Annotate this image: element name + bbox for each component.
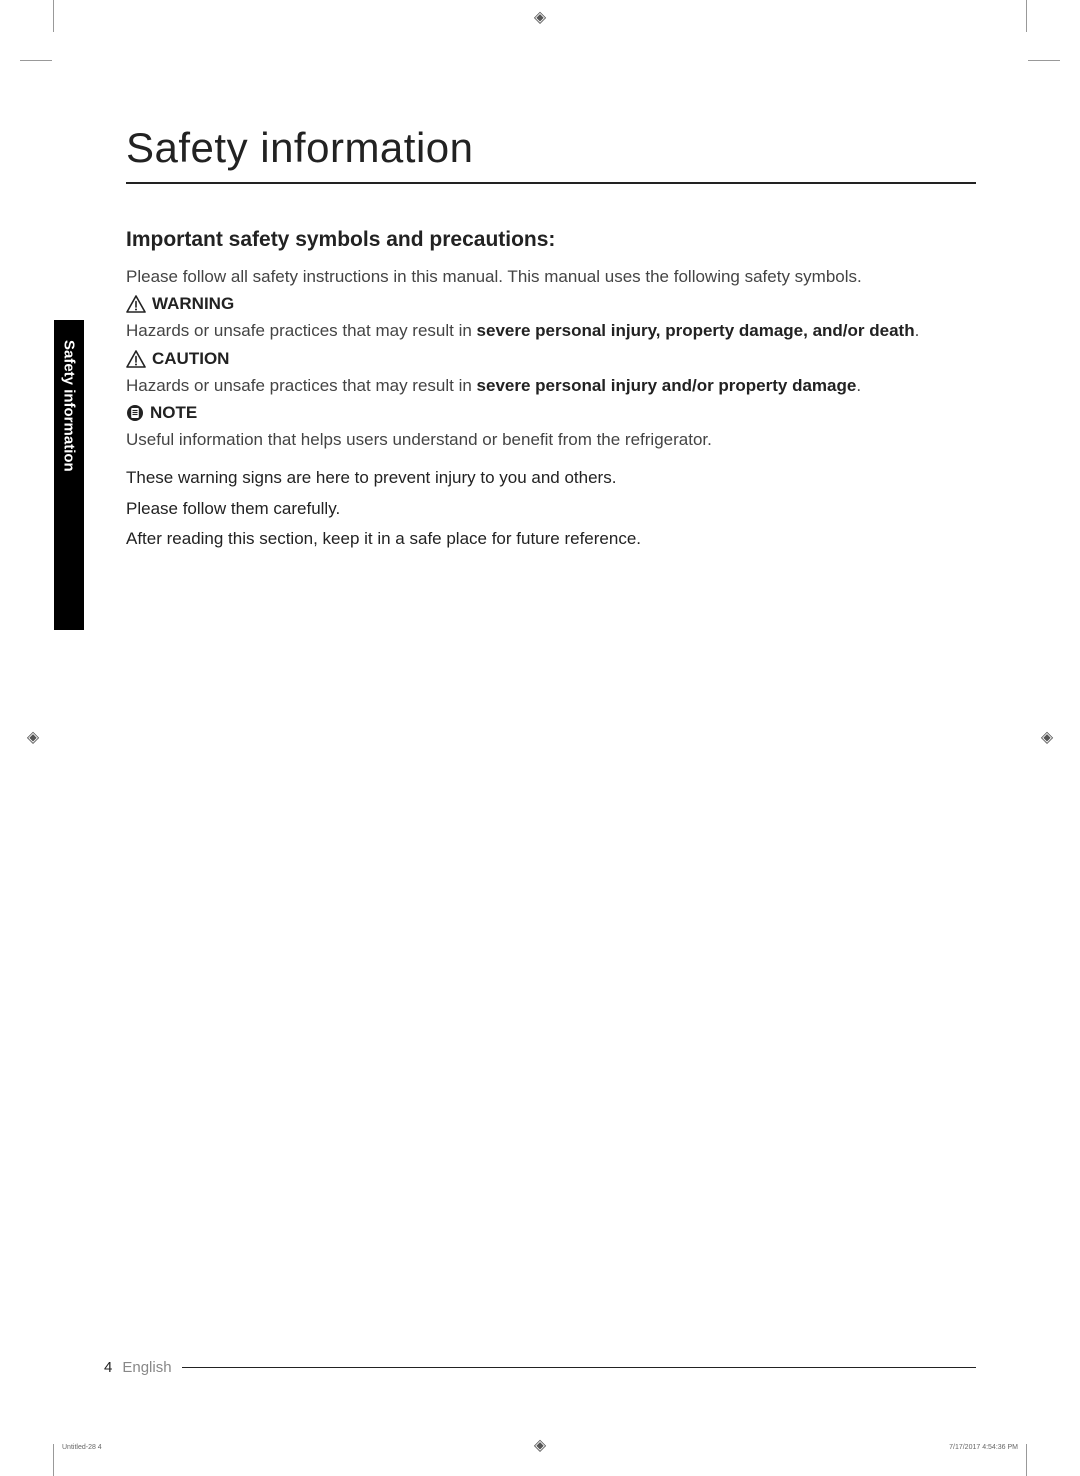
page-footer: 4 English xyxy=(104,1359,976,1376)
title-divider xyxy=(126,182,976,184)
footer-language: English xyxy=(122,1359,171,1376)
page-area: Safety information Safety information Im… xyxy=(54,62,1026,1414)
warning-text-suffix: . xyxy=(915,321,920,340)
closing-line-2: Please follow them carefully. xyxy=(126,496,976,522)
caution-text-suffix: . xyxy=(856,376,861,395)
caution-text: Hazards or unsafe practices that may res… xyxy=(126,373,976,399)
caution-label: CAUTION xyxy=(152,349,229,369)
closing-line-1: These warning signs are here to prevent … xyxy=(126,465,976,491)
warning-icon xyxy=(126,295,146,313)
print-meta-left: Untitled-28 4 xyxy=(62,1444,102,1451)
crop-mark xyxy=(53,1444,54,1476)
crop-mark xyxy=(53,0,54,32)
sidebar-label: Safety information xyxy=(61,340,78,472)
warning-label: WARNING xyxy=(152,294,234,314)
page-number: 4 xyxy=(104,1359,112,1376)
crop-mark xyxy=(1028,60,1060,61)
section-heading: Important safety symbols and precautions… xyxy=(126,228,976,252)
registration-mark-icon: ◈ xyxy=(1039,730,1055,746)
warning-text-prefix: Hazards or unsafe practices that may res… xyxy=(126,321,477,340)
registration-mark-icon: ◈ xyxy=(25,730,41,746)
note-heading: NOTE xyxy=(126,403,976,423)
intro-text: Please follow all safety instructions in… xyxy=(126,264,976,290)
caution-icon xyxy=(126,350,146,368)
warning-text: Hazards or unsafe practices that may res… xyxy=(126,318,976,344)
closing-line-3: After reading this section, keep it in a… xyxy=(126,526,976,552)
caution-text-bold: severe personal injury and/or property d… xyxy=(477,376,857,395)
caution-heading: CAUTION xyxy=(126,349,976,369)
crop-mark xyxy=(20,60,52,61)
page-title: Safety information xyxy=(126,124,976,172)
warning-text-bold: severe personal injury, property damage,… xyxy=(477,321,915,340)
caution-text-prefix: Hazards or unsafe practices that may res… xyxy=(126,376,477,395)
note-label: NOTE xyxy=(150,403,197,423)
footer-divider xyxy=(182,1367,976,1368)
print-meta-right: 7/17/2017 4:54:36 PM xyxy=(949,1444,1018,1451)
warning-heading: WARNING xyxy=(126,294,976,314)
crop-mark xyxy=(1026,0,1027,32)
note-text: Useful information that helps users unde… xyxy=(126,427,976,453)
crop-mark xyxy=(1026,1444,1027,1476)
content-area: Safety information Important safety symb… xyxy=(126,124,976,556)
registration-mark-icon: ◈ xyxy=(532,10,548,26)
note-icon xyxy=(126,404,144,422)
sidebar-tab: Safety information xyxy=(54,320,84,630)
registration-mark-icon: ◈ xyxy=(532,1438,548,1454)
